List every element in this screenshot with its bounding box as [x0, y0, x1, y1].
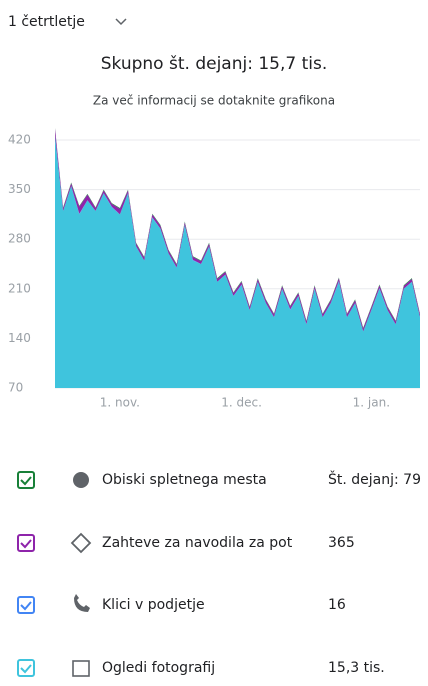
checkbox[interactable] [17, 471, 35, 489]
phone-icon [74, 594, 90, 612]
y-tick-label: 420 [8, 133, 31, 147]
title: Skupno št. dejanj: 15,7 tis. [101, 54, 328, 74]
checkmark[interactable] [20, 476, 32, 486]
directions-icon [70, 532, 92, 554]
series-total: 16 [328, 597, 346, 613]
series-total: 15,3 tis. [328, 660, 385, 676]
period-selector[interactable]: 1 četrtletje [8, 14, 85, 30]
series-label: Ogledi fotografij [102, 660, 215, 676]
checkmark[interactable] [20, 539, 32, 549]
y-tick-label: 70 [8, 381, 23, 395]
series-total: Št. dejanj: 79 [328, 470, 421, 488]
photo-icon [72, 660, 90, 677]
x-tick-label: 1. nov. [100, 396, 140, 410]
y-tick-label: 210 [8, 281, 31, 295]
checkbox[interactable] [17, 596, 35, 614]
series-total: 365 [328, 535, 355, 551]
series-label: Klici v podjetje [102, 597, 205, 613]
checkbox[interactable] [17, 659, 35, 677]
area-3 [55, 136, 420, 388]
checkmark[interactable] [20, 601, 32, 611]
series-label: Zahteve za navodila za pot [102, 535, 293, 551]
x-tick-label: 1. dec. [221, 396, 262, 410]
y-tick-label: 350 [8, 182, 31, 196]
x-tick-label: 1. jan. [353, 396, 390, 410]
checkbox[interactable] [17, 534, 35, 552]
y-tick-label: 280 [8, 232, 31, 246]
y-tick-label: 140 [8, 331, 31, 345]
series-label: Obiski spletnega mesta [102, 472, 267, 488]
globe-icon [73, 472, 89, 488]
subtitle: Za več informacij se dotaknite grafikona [93, 94, 335, 108]
chevron[interactable] [115, 18, 127, 26]
checkmark[interactable] [20, 664, 32, 674]
